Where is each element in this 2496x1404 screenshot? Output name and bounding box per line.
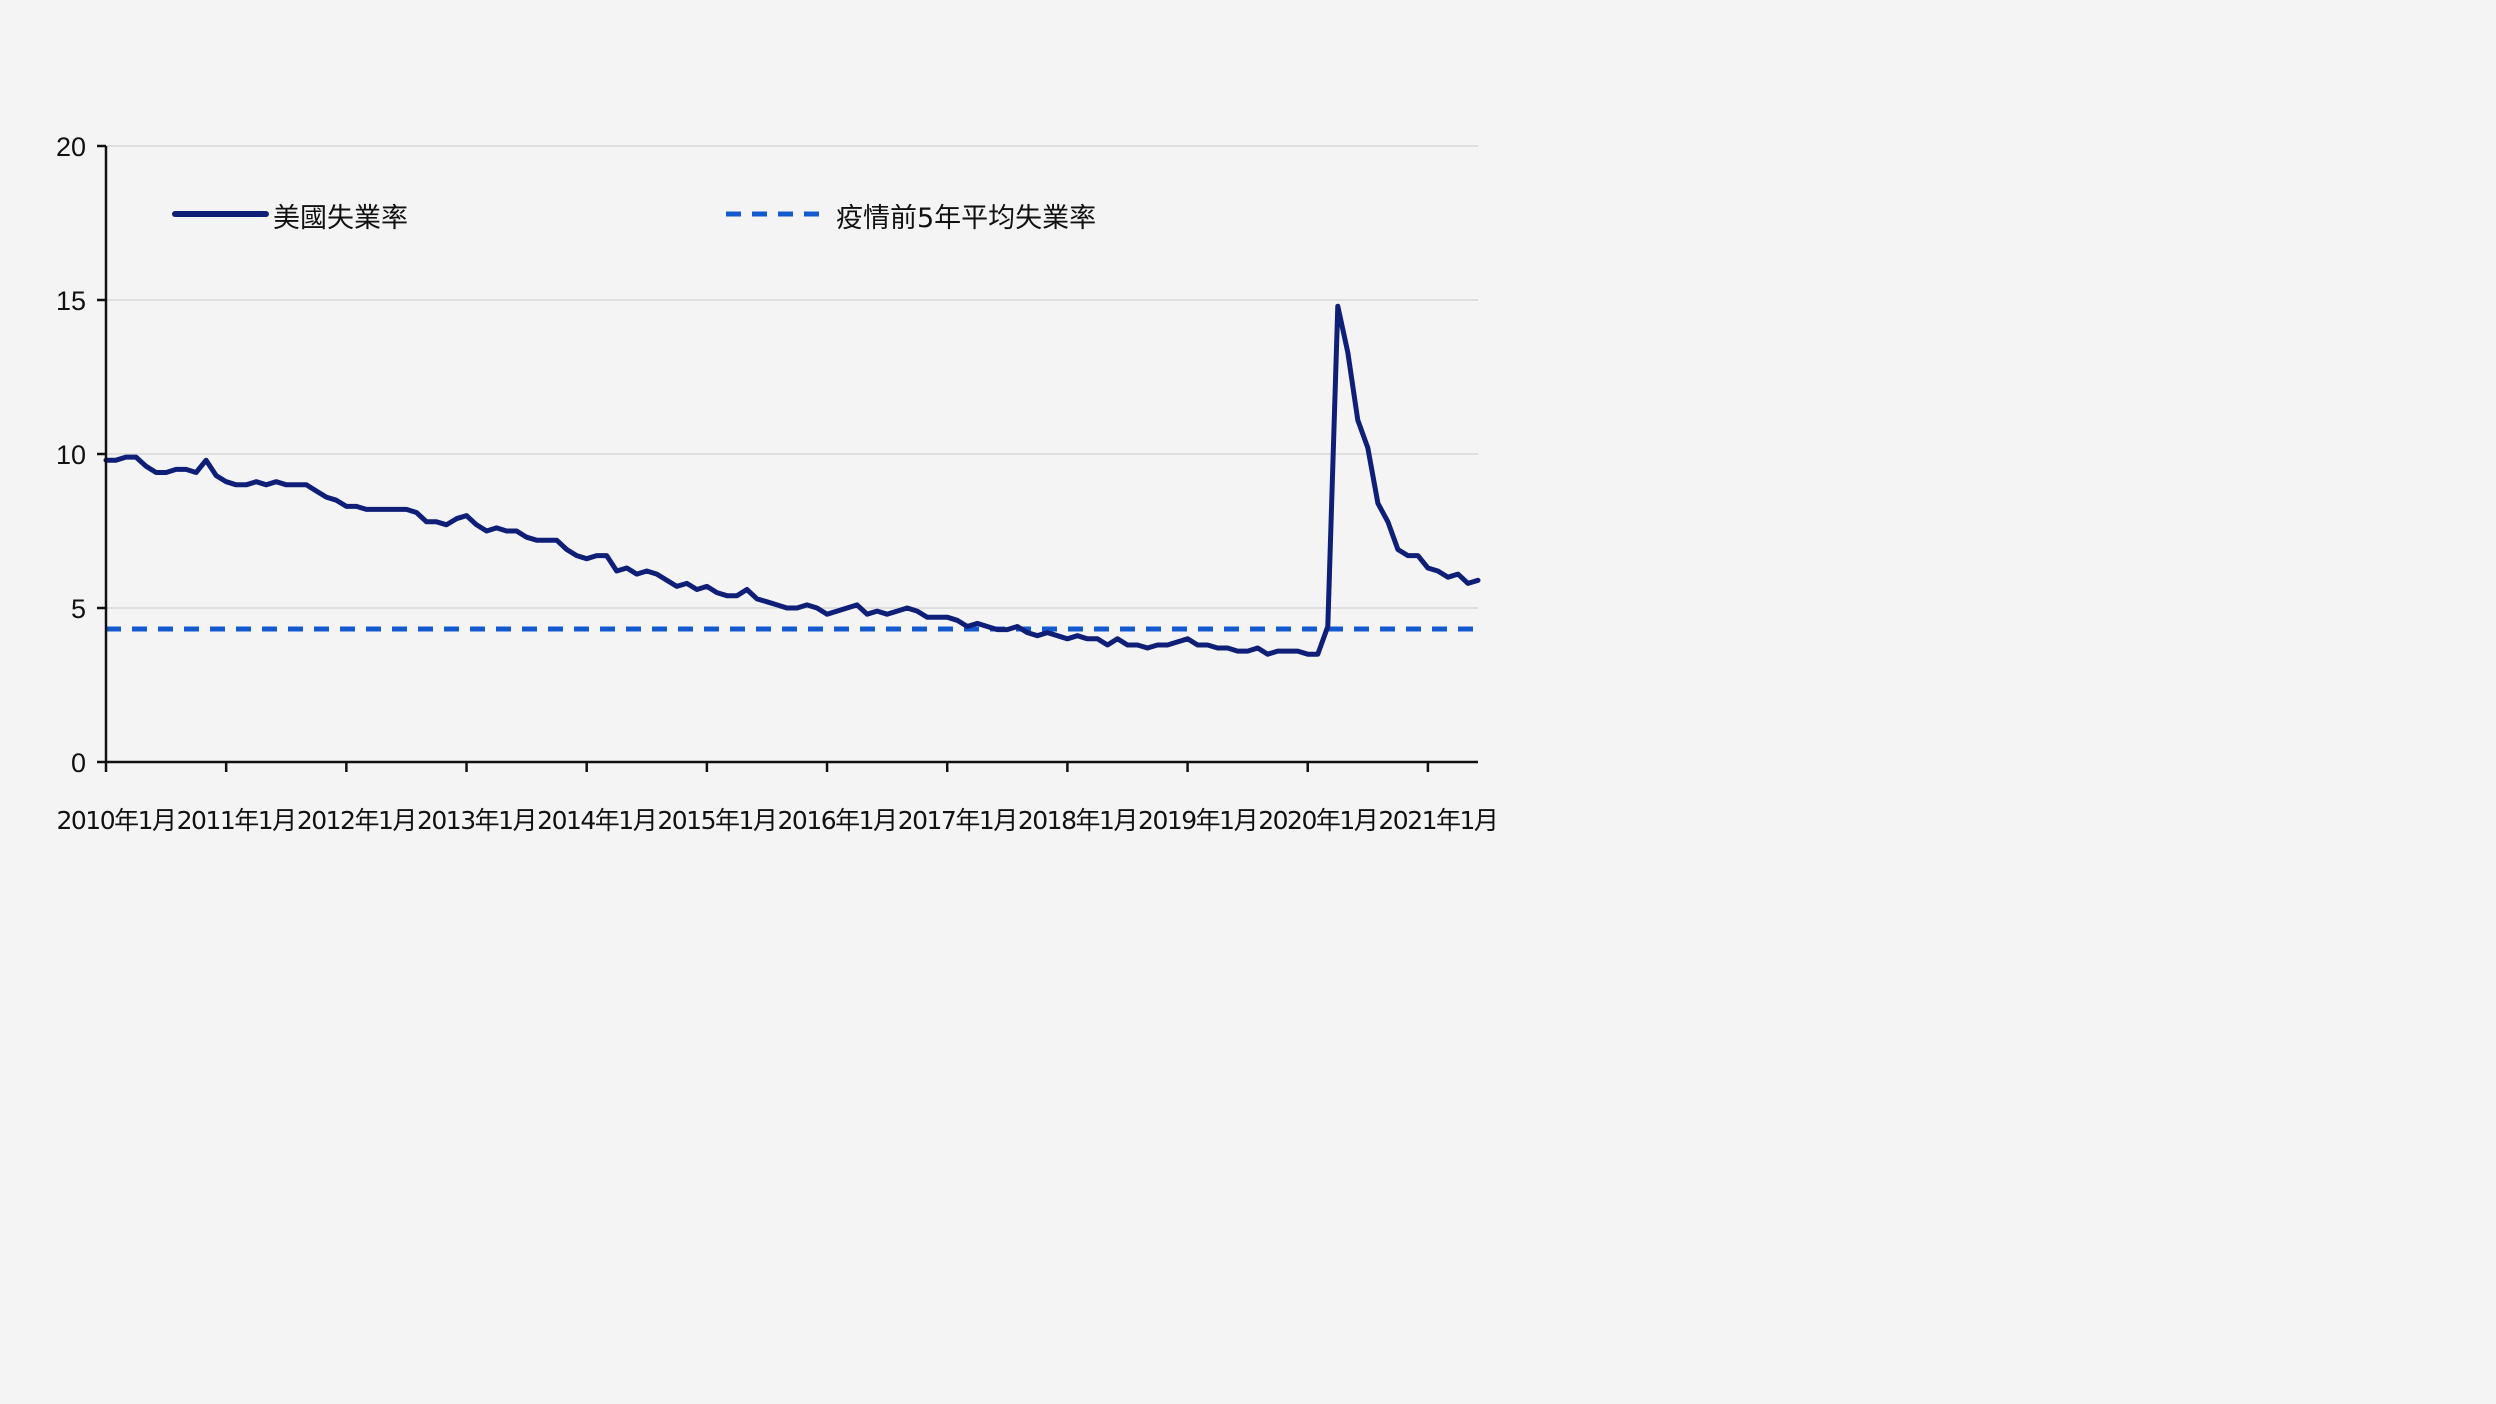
x-tick-label: 2014年1月 — [537, 806, 656, 835]
x-tick-label: 2011年1月 — [177, 806, 296, 835]
x-tick-label: 2010年1月 — [56, 806, 175, 835]
x-tick-label: 2019年1月 — [1138, 806, 1257, 835]
y-tick-label: 15 — [56, 286, 86, 316]
x-tick-label: 2016年1月 — [778, 806, 897, 835]
x-axis-ticks: 2010年1月 2011年1月 2012年1月 2013年1月 2014年1月 2015年… — [56, 762, 1499, 835]
legend-label-pre-pandemic-average: 疫情前5年平均失業率 — [836, 203, 1096, 234]
y-tick-label: 0 — [71, 748, 86, 778]
x-tick-label: 2018年1月 — [1018, 806, 1137, 835]
x-tick-label: 2015年1月 — [657, 806, 776, 835]
main-series — [103, 303, 1481, 657]
y-tick-label: 5 — [71, 594, 86, 624]
legend-label-unemployment-rate: 美國失業率 — [273, 203, 408, 234]
x-tick-label: 2013年1月 — [417, 806, 536, 835]
y-tick-label: 10 — [56, 440, 86, 470]
y-axis-ticks: 0 5 10 15 20 — [56, 132, 106, 778]
x-tick-label: 2021年1月 — [1378, 806, 1497, 835]
y-tick-label: 20 — [56, 132, 86, 162]
x-tick-label: 2012年1月 — [297, 806, 416, 835]
x-tick-label: 2020年1月 — [1258, 806, 1377, 835]
series-line-unemployment-rate — [103, 303, 1481, 657]
x-tick-label: 2017年1月 — [898, 806, 1017, 835]
legend: 美國失業率 疫情前5年平均失業率 — [172, 203, 1096, 234]
